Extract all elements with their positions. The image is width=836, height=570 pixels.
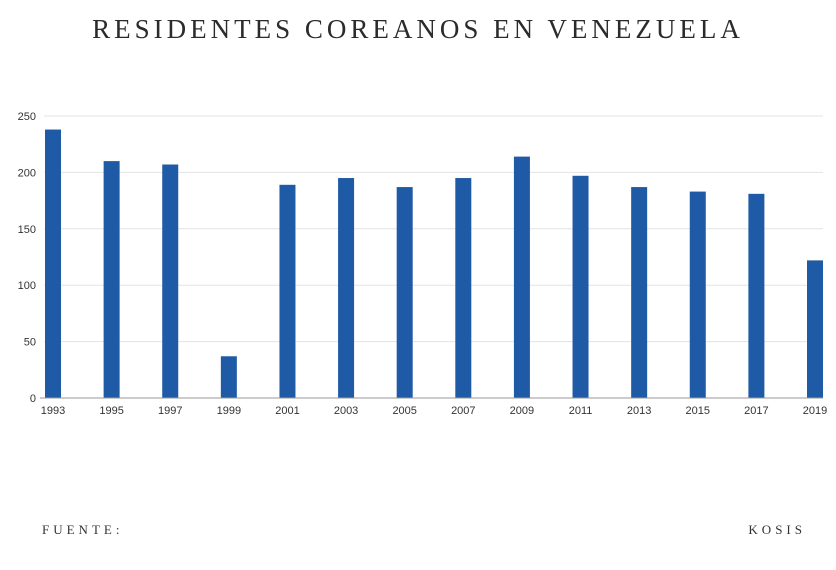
x-tick-label: 2017 [744,405,768,417]
x-tick-label: 2005 [392,405,416,417]
x-tick-label: 2001 [275,405,299,417]
x-tick-label: 2007 [451,405,475,417]
bar-2013 [631,187,648,398]
y-tick-label: 150 [18,224,36,236]
gridlines [44,115,823,343]
y-tick-label: 100 [18,280,36,292]
x-tick-label: 2019 [803,405,827,417]
x-tick-label: 1999 [217,405,241,417]
bar-1995 [103,161,120,398]
bar-2001 [279,184,296,398]
y-tick-label: 200 [18,167,36,179]
source-value: KOSIS [748,522,806,537]
source-label: FUENTE: [42,522,124,537]
bar-1999 [220,356,237,398]
y-tick-label: 250 [18,111,36,123]
bar-2005 [396,187,413,398]
bar-2011 [572,175,589,398]
bar-1993 [45,129,61,398]
y-tick-label: 0 [30,393,36,405]
bar-2019 [807,260,823,398]
bar-2009 [513,156,530,398]
bars [45,129,823,398]
bar-1997 [162,164,179,398]
bar-2017 [748,193,765,398]
x-axis-ticks: 1993 1995 1997 1999 2001 2003 2005 2007 2009 2011… [41,405,827,417]
bar-2003 [338,178,355,398]
x-tick-label: 2009 [510,405,534,417]
y-axis-ticks: 0 50 100 150 200 250 [18,111,36,405]
x-tick-label: 1995 [99,405,123,417]
y-tick-label: 50 [24,337,36,349]
x-tick-label: 1993 [41,405,65,417]
x-tick-label: 2013 [627,405,651,417]
x-tick-label: 2003 [334,405,358,417]
x-tick-label: 2015 [686,405,710,417]
x-tick-label: 2011 [569,405,593,417]
x-tick-label: 1997 [158,405,182,417]
bar-2015 [689,191,706,398]
bar-2007 [455,178,472,398]
chart-title: RESIDENTES COREANOS EN VENEZUELA [92,14,744,44]
